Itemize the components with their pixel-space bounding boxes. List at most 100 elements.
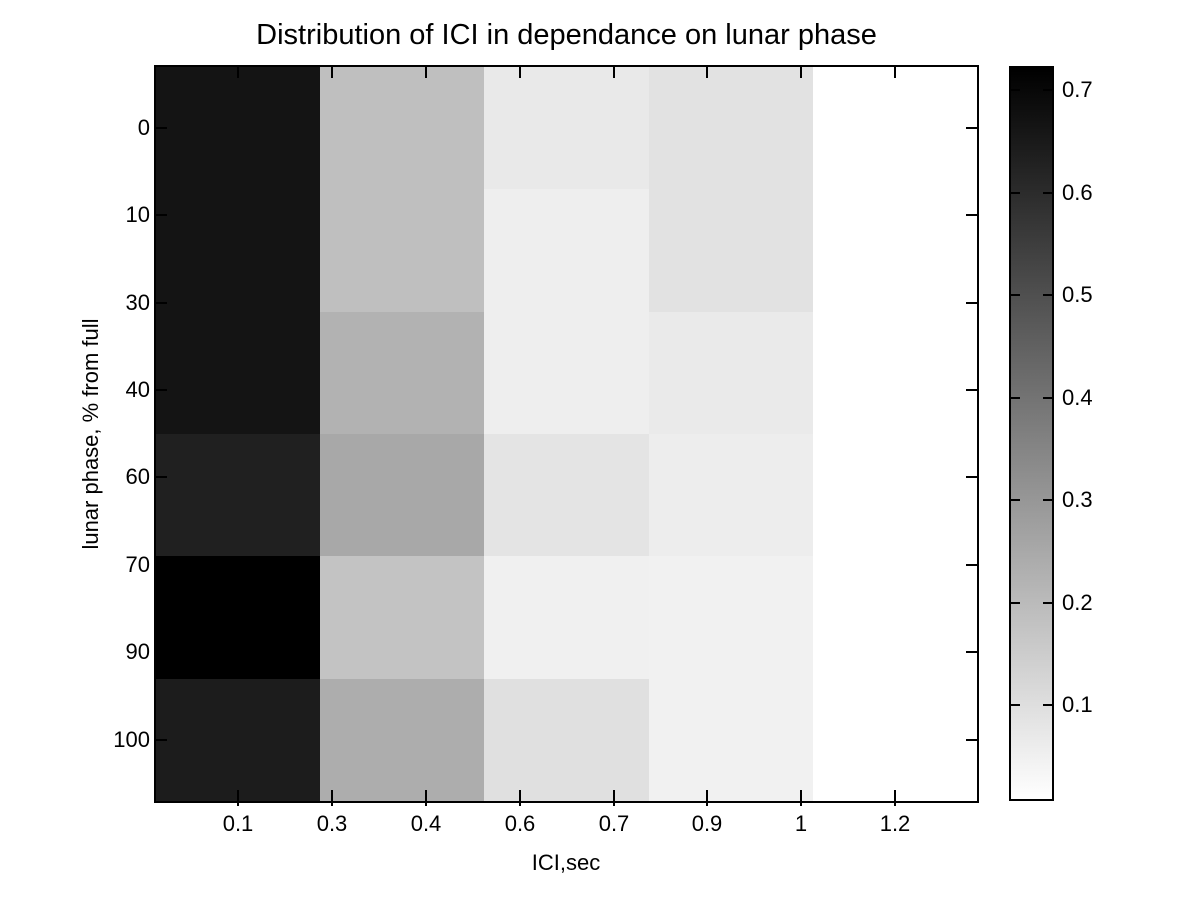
heatmap-cell [813, 67, 977, 189]
heatmap-cell [813, 556, 977, 679]
colorbar-tick [1043, 396, 1052, 399]
y-tick [156, 564, 167, 566]
heatmap-cell [320, 434, 484, 556]
y-tick-label: 30 [125, 290, 150, 315]
chart-title: Distribution of ICI in dependance on lun… [256, 19, 877, 51]
colorbar-tick-label: 0.7 [1062, 77, 1093, 102]
x-tick-top [331, 67, 333, 78]
colorbar-tick [1011, 191, 1020, 194]
heatmap-cell [649, 434, 813, 556]
plot-area [154, 65, 979, 803]
y-tick [156, 476, 167, 478]
y-tick-right [966, 564, 977, 566]
colorbar-tick-label: 0.3 [1062, 487, 1093, 512]
heatmap-cell [156, 312, 320, 434]
x-tick-top [894, 67, 896, 78]
heatmap-cell [649, 67, 813, 189]
heatmap-cell [484, 312, 649, 434]
y-tick-right [966, 389, 977, 391]
y-tick [156, 651, 167, 653]
heatmap-cell [484, 556, 649, 679]
y-tick-label: 0 [137, 115, 150, 140]
x-tick-label: 0.6 [504, 811, 536, 836]
heatmap-cell [484, 189, 649, 312]
colorbar-tick-label: 0.4 [1062, 384, 1093, 410]
colorbar-tick-label: 0.5 [1062, 282, 1093, 307]
heatmap-cell [484, 434, 649, 556]
colorbar-tick [1043, 191, 1052, 194]
y-tick-right [966, 302, 977, 304]
heatmap-cell [320, 679, 484, 801]
x-tick [800, 790, 802, 806]
colorbar-tick [1011, 704, 1020, 706]
y-axis-label: lunar phase, % from full [78, 318, 103, 550]
y-tick-right [966, 651, 977, 653]
y-tick-label: 100 [113, 727, 150, 752]
x-tick [237, 790, 239, 806]
x-tick [706, 790, 708, 806]
heatmap-cell [649, 312, 813, 434]
heatmap-cell [156, 189, 320, 312]
x-tick [425, 790, 427, 806]
heatmap-cell [813, 189, 977, 312]
heatmap-cell [649, 679, 813, 801]
heatmap-cell [320, 67, 484, 189]
colorbar-tick [1011, 499, 1020, 501]
x-tick-top [425, 67, 427, 78]
colorbar-tick [1011, 294, 1020, 296]
x-tick [894, 790, 896, 806]
x-tick-top [800, 67, 802, 78]
heatmap-cell [813, 434, 977, 556]
colorbar-tick-label: 0.1 [1062, 692, 1093, 717]
colorbar-tick [1043, 499, 1052, 501]
x-tick-label: 1 [794, 811, 808, 836]
x-tick [519, 790, 521, 806]
colorbar-tick [1043, 704, 1052, 706]
y-tick-label: 40 [125, 377, 150, 402]
colorbar [1009, 66, 1054, 801]
x-tick [613, 790, 615, 806]
y-tick-label: 70 [125, 552, 150, 577]
y-tick [156, 302, 167, 304]
y-tick-right [966, 127, 977, 129]
x-tick-label: 0.3 [316, 811, 348, 836]
heatmap-cell [156, 67, 320, 189]
y-tick-right [966, 739, 977, 741]
colorbar-tick-label: 0.2 [1062, 589, 1093, 615]
y-tick [156, 127, 167, 129]
heatmap-cell [484, 679, 649, 801]
x-tick-label: 0.1 [222, 811, 254, 836]
y-tick [156, 739, 167, 741]
heatmap-cell [649, 189, 813, 312]
y-tick [156, 214, 167, 216]
y-tick-right [966, 214, 977, 216]
x-tick-label: 0.9 [691, 811, 723, 836]
x-tick-label: 0.7 [598, 811, 630, 836]
colorbar-tick-label: 0.6 [1062, 179, 1093, 205]
colorbar-tick [1011, 396, 1020, 399]
y-tick-label: 60 [125, 464, 150, 489]
colorbar-tick [1011, 89, 1020, 91]
colorbar-tick [1043, 294, 1052, 296]
x-tick [331, 790, 333, 806]
x-tick-top [613, 67, 615, 78]
y-tick-label: 10 [125, 202, 150, 227]
heatmap-cell [156, 434, 320, 556]
y-tick-right [966, 476, 977, 478]
heatmap-cell [156, 679, 320, 801]
x-tick-top [237, 67, 239, 78]
heatmap-cell [649, 556, 813, 679]
heatmap-cell [320, 312, 484, 434]
colorbar-tick [1043, 89, 1052, 91]
heatmap-cell [156, 556, 320, 679]
heatmap-cell [484, 67, 649, 189]
x-tick-top [519, 67, 521, 78]
x-tick-top [706, 67, 708, 78]
x-tick-label: 1.2 [879, 811, 911, 836]
heatmap-cell [320, 556, 484, 679]
y-tick-label: 90 [125, 639, 150, 664]
heatmap-cell [813, 679, 977, 801]
heatmap-cell [813, 312, 977, 434]
x-axis-label: ICI,sec [531, 850, 601, 875]
